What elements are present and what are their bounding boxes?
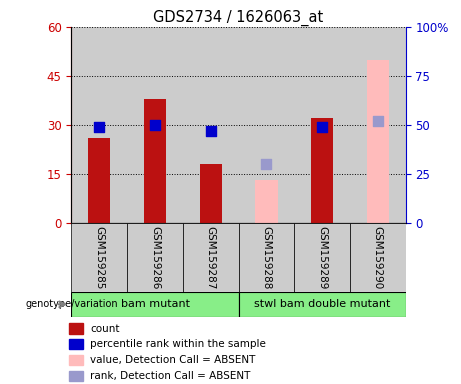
- Bar: [255, 180, 278, 223]
- Text: bam mutant: bam mutant: [120, 299, 189, 310]
- Bar: [294, 27, 350, 223]
- Point: [151, 122, 159, 128]
- Bar: [69, 355, 83, 365]
- Bar: [183, 27, 238, 223]
- Text: GSM159285: GSM159285: [95, 226, 104, 290]
- Bar: [69, 371, 83, 381]
- Point: [319, 124, 326, 130]
- Bar: [238, 27, 294, 223]
- Bar: [127, 223, 183, 292]
- Text: GSM159290: GSM159290: [373, 226, 383, 290]
- Bar: [366, 60, 389, 223]
- Bar: [69, 323, 83, 334]
- Bar: [69, 339, 83, 349]
- Bar: [71, 223, 127, 292]
- Bar: [350, 223, 406, 292]
- Bar: [183, 223, 238, 292]
- Text: GSM159287: GSM159287: [206, 226, 216, 290]
- Text: percentile rank within the sample: percentile rank within the sample: [90, 339, 266, 349]
- Bar: [238, 223, 294, 292]
- Text: value, Detection Call = ABSENT: value, Detection Call = ABSENT: [90, 355, 256, 365]
- Bar: [88, 138, 111, 223]
- Bar: [294, 223, 350, 292]
- Bar: [200, 164, 222, 223]
- Text: stwl bam double mutant: stwl bam double mutant: [254, 299, 390, 310]
- Bar: [239, 292, 406, 317]
- Title: GDS2734 / 1626063_at: GDS2734 / 1626063_at: [154, 9, 324, 25]
- Bar: [71, 292, 239, 317]
- Text: count: count: [90, 324, 120, 334]
- Bar: [71, 27, 127, 223]
- Bar: [311, 118, 333, 223]
- Text: genotype/variation: genotype/variation: [25, 299, 118, 310]
- Text: GSM159286: GSM159286: [150, 226, 160, 290]
- Point: [263, 161, 270, 167]
- Text: rank, Detection Call = ABSENT: rank, Detection Call = ABSENT: [90, 371, 251, 381]
- Bar: [350, 27, 406, 223]
- Bar: [144, 99, 166, 223]
- Point: [95, 124, 103, 130]
- Point: [207, 127, 214, 134]
- Bar: [127, 27, 183, 223]
- Point: [374, 118, 382, 124]
- Text: GSM159289: GSM159289: [317, 226, 327, 290]
- Text: GSM159288: GSM159288: [261, 226, 272, 290]
